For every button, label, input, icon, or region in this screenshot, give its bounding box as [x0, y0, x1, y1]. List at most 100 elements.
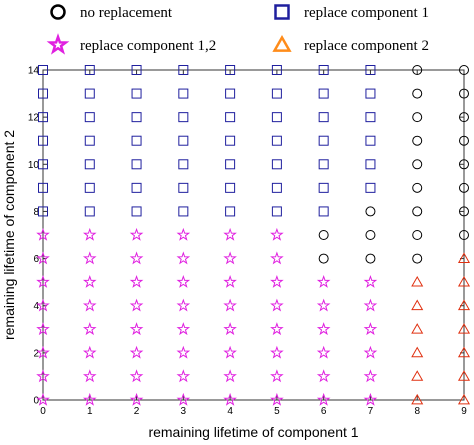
point-square: [84, 206, 95, 217]
point-star: [129, 392, 144, 406]
point-circle: [365, 230, 376, 240]
y-tick-label: 6: [33, 254, 39, 265]
point-square: [131, 135, 142, 146]
point-square: [131, 206, 142, 217]
point-star: [176, 251, 191, 265]
point-square: [178, 112, 189, 123]
point-square: [84, 88, 95, 99]
x-tick-label: 6: [321, 406, 327, 417]
legend-label: replace component 1,2: [80, 38, 216, 54]
point-star: [176, 275, 191, 288]
point-square: [84, 182, 95, 193]
point-square: [38, 112, 48, 123]
point-triangle: [411, 275, 424, 287]
x-tick-label: 9: [461, 406, 467, 417]
point-star: [129, 227, 144, 241]
point-circle: [459, 206, 469, 217]
point-triangle: [457, 370, 471, 381]
point-square: [318, 182, 329, 193]
point-square: [38, 159, 48, 170]
point-square: [178, 206, 189, 217]
point-star: [36, 227, 50, 241]
point-square: [365, 159, 376, 170]
point-star: [176, 298, 191, 312]
point-circle: [459, 230, 469, 240]
point-circle: [459, 88, 469, 99]
point-star: [129, 322, 144, 336]
point-star: [316, 298, 331, 312]
point-triangle: [457, 252, 471, 263]
point-square: [225, 135, 236, 146]
point-star: [36, 274, 50, 288]
point-circle: [412, 112, 423, 123]
point-square: [38, 88, 48, 99]
x-tick-label: 7: [368, 406, 374, 417]
point-star: [129, 298, 144, 312]
point-square: [84, 159, 95, 170]
point-circle: [365, 206, 376, 217]
point-circle: [412, 206, 423, 217]
point-star: [82, 369, 97, 383]
x-tick-label: 8: [414, 406, 420, 417]
x-axis-label: remaining lifetime of component 1: [148, 424, 358, 440]
point-star: [82, 392, 97, 406]
point-square: [318, 159, 329, 170]
point-triangle: [457, 323, 471, 334]
point-square: [178, 182, 189, 193]
point-square: [131, 65, 142, 75]
point-star: [270, 251, 284, 265]
y-tick-label: 12: [28, 113, 40, 124]
point-square: [131, 112, 142, 123]
point-square: [131, 159, 142, 170]
point-star: [270, 227, 284, 241]
point-star: [363, 298, 378, 312]
point-star: [223, 392, 237, 406]
point-square: [271, 65, 282, 75]
y-tick-label: 14: [28, 66, 40, 77]
point-star: [363, 275, 378, 288]
point-circle: [318, 253, 329, 264]
point-square: [271, 112, 282, 123]
point-square: [318, 206, 329, 217]
point-star: [82, 345, 97, 359]
point-star: [36, 251, 50, 265]
y-tick-label: 2: [33, 348, 39, 359]
point-square: [178, 135, 189, 146]
point-star: [176, 392, 191, 406]
plot-frame: [42, 69, 465, 401]
point-square: [365, 112, 376, 123]
point-star: [176, 227, 191, 241]
point-circle: [459, 112, 469, 123]
legend-marker-star: [46, 33, 70, 55]
point-star: [223, 274, 237, 288]
point-triangle: [411, 323, 424, 334]
point-square: [365, 182, 376, 193]
point-star: [176, 322, 191, 336]
point-star: [82, 274, 97, 288]
y-axis-label: remaining lifetime of component 2: [1, 130, 17, 340]
point-circle: [365, 253, 376, 264]
point-square: [84, 135, 95, 146]
point-square: [318, 65, 329, 75]
x-tick-label: 5: [274, 406, 280, 417]
x-tick-label: 0: [40, 406, 46, 417]
x-tick-label: 3: [181, 406, 187, 417]
point-star: [176, 369, 191, 383]
point-star: [363, 369, 378, 383]
point-star: [36, 369, 50, 383]
point-star: [316, 345, 331, 359]
point-square: [318, 88, 329, 99]
point-square: [225, 65, 236, 75]
y-tick-label: 0: [33, 396, 39, 407]
point-circle: [412, 230, 423, 240]
point-triangle: [411, 370, 424, 381]
point-square: [225, 206, 236, 217]
point-square: [38, 206, 48, 217]
point-star: [223, 251, 237, 265]
x-tick-label: 2: [134, 406, 140, 417]
point-square: [225, 88, 236, 99]
point-star: [270, 274, 284, 288]
point-square: [271, 206, 282, 217]
